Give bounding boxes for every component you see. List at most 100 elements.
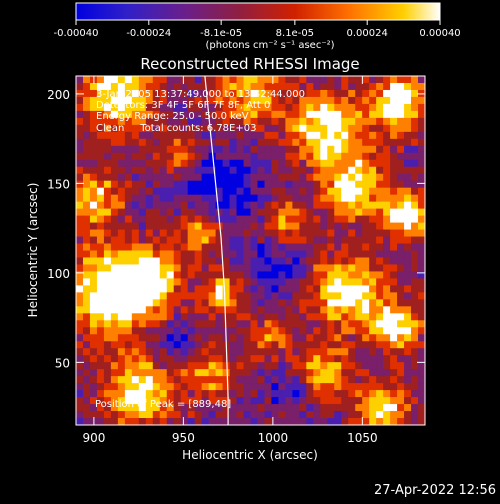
heatmap-cell — [355, 194, 363, 203]
heatmap-cell — [124, 187, 133, 196]
heatmap-cell — [362, 362, 370, 370]
heatmap-cell — [159, 306, 168, 314]
heatmap-cell — [194, 383, 203, 391]
heatmap-cell — [96, 327, 105, 335]
heatmap-cell — [271, 194, 279, 203]
heatmap-cell — [229, 159, 237, 168]
heatmap-cell — [215, 362, 223, 370]
heatmap-cell — [250, 278, 258, 286]
heatmap-cell — [418, 159, 425, 168]
heatmap-cell — [138, 187, 147, 196]
heatmap-cell — [299, 285, 307, 293]
heatmap-cell — [320, 103, 328, 112]
heatmap-cell — [103, 76, 112, 84]
heatmap-cell — [76, 299, 84, 307]
heatmap-cell — [117, 418, 126, 425]
heatmap-cell — [145, 271, 154, 279]
heatmap-cell — [257, 292, 265, 300]
heatmap-cell — [292, 145, 300, 154]
heatmap-cell — [222, 264, 230, 272]
heatmap-cell — [229, 397, 237, 405]
heatmap-cell — [138, 201, 147, 210]
heatmap-cell — [362, 257, 370, 265]
heatmap-cell — [215, 355, 223, 363]
heatmap-cell — [110, 166, 119, 175]
heatmap-cell — [285, 320, 293, 328]
heatmap-cell — [243, 82, 251, 91]
x-tick-label: 950 — [172, 431, 195, 445]
heatmap-cell — [166, 334, 175, 342]
heatmap-cell — [299, 292, 307, 300]
heatmap-cell — [76, 257, 84, 265]
heatmap-cell — [376, 187, 384, 196]
heatmap-cell — [236, 348, 244, 356]
heatmap-cell — [411, 215, 419, 223]
heatmap-cell — [418, 215, 425, 223]
heatmap-cell — [327, 404, 335, 412]
heatmap-cell — [369, 376, 377, 384]
heatmap-cell — [404, 285, 412, 293]
heatmap-cell — [257, 222, 265, 230]
heatmap-cell — [278, 397, 286, 405]
heatmap-cell — [173, 124, 182, 133]
heatmap-cell — [180, 306, 189, 314]
heatmap-cell — [215, 152, 223, 161]
heatmap-cell — [173, 271, 182, 279]
heatmap-cell — [397, 89, 405, 98]
heatmap-cell — [348, 327, 356, 335]
heatmap-cell — [362, 76, 370, 84]
heatmap-cell — [383, 250, 391, 258]
heatmap-cell — [124, 383, 133, 391]
heatmap-cell — [236, 411, 244, 419]
heatmap-cell — [362, 215, 370, 223]
heatmap-cell — [299, 138, 307, 147]
heatmap-cell — [341, 411, 349, 419]
heatmap-cell — [166, 292, 175, 300]
heatmap-cell — [145, 236, 154, 244]
heatmap-cell — [327, 201, 335, 210]
heatmap-cell — [96, 76, 105, 84]
heatmap-cell — [222, 117, 230, 126]
heatmap-cell — [96, 348, 105, 356]
heatmap-cell — [229, 285, 237, 293]
heatmap-cell — [76, 278, 84, 286]
heatmap-cell — [187, 320, 196, 328]
heatmap-cell — [138, 362, 147, 370]
heatmap-cell — [320, 334, 328, 342]
heatmap-cell — [110, 243, 119, 251]
heatmap-cell — [355, 173, 363, 182]
heatmap-cell — [173, 376, 182, 384]
heatmap-cell — [173, 264, 182, 272]
heatmap-cell — [348, 334, 356, 342]
heatmap-cell — [110, 229, 119, 237]
heatmap-cell — [292, 271, 300, 279]
heatmap-cell — [341, 138, 349, 147]
heatmap-cell — [152, 278, 161, 286]
heatmap-cell — [215, 222, 223, 230]
heatmap-cell — [292, 320, 300, 328]
heatmap-cell — [145, 117, 154, 126]
heatmap-cell — [173, 243, 182, 251]
heatmap-cell — [285, 166, 293, 175]
heatmap-cell — [397, 145, 405, 154]
heatmap-cell — [159, 166, 168, 175]
heatmap-cell — [327, 124, 335, 133]
heatmap-cell — [334, 292, 342, 300]
heatmap-cell — [285, 145, 293, 154]
heatmap-cell — [250, 124, 258, 133]
heatmap-cell — [313, 313, 321, 321]
heatmap-cell — [124, 355, 133, 363]
heatmap-cell — [411, 327, 419, 335]
heatmap-cell — [243, 229, 251, 237]
heatmap-cell — [131, 159, 140, 168]
heatmap-cell — [145, 131, 154, 140]
heatmap-cell — [243, 103, 251, 112]
heatmap-cell — [411, 362, 419, 370]
heatmap-cell — [250, 250, 258, 258]
heatmap-cell — [82, 103, 91, 112]
heatmap-cell — [390, 222, 398, 230]
heatmap-cell — [292, 264, 300, 272]
heatmap-cell — [292, 278, 300, 286]
heatmap-cell — [404, 173, 412, 182]
heatmap-cell — [131, 89, 140, 98]
